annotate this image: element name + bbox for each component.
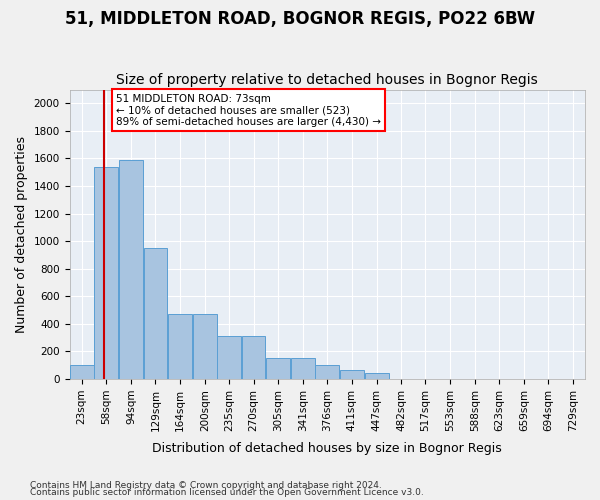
- Bar: [291, 358, 315, 379]
- Text: Contains HM Land Registry data © Crown copyright and database right 2024.: Contains HM Land Registry data © Crown c…: [30, 480, 382, 490]
- Y-axis label: Number of detached properties: Number of detached properties: [15, 136, 28, 333]
- Bar: [143, 248, 167, 379]
- Bar: [266, 358, 290, 379]
- Bar: [70, 366, 94, 379]
- Bar: [365, 373, 389, 379]
- Bar: [193, 314, 217, 379]
- Text: 51, MIDDLETON ROAD, BOGNOR REGIS, PO22 6BW: 51, MIDDLETON ROAD, BOGNOR REGIS, PO22 6…: [65, 10, 535, 28]
- Bar: [168, 314, 192, 379]
- Text: Contains public sector information licensed under the Open Government Licence v3: Contains public sector information licen…: [30, 488, 424, 497]
- X-axis label: Distribution of detached houses by size in Bognor Regis: Distribution of detached houses by size …: [152, 442, 502, 455]
- Bar: [217, 336, 241, 379]
- Bar: [119, 160, 143, 379]
- Text: 51 MIDDLETON ROAD: 73sqm
← 10% of detached houses are smaller (523)
89% of semi-: 51 MIDDLETON ROAD: 73sqm ← 10% of detach…: [116, 94, 381, 127]
- Bar: [94, 167, 118, 379]
- Title: Size of property relative to detached houses in Bognor Regis: Size of property relative to detached ho…: [116, 73, 538, 87]
- Bar: [340, 370, 364, 379]
- Bar: [242, 336, 265, 379]
- Bar: [316, 364, 339, 379]
